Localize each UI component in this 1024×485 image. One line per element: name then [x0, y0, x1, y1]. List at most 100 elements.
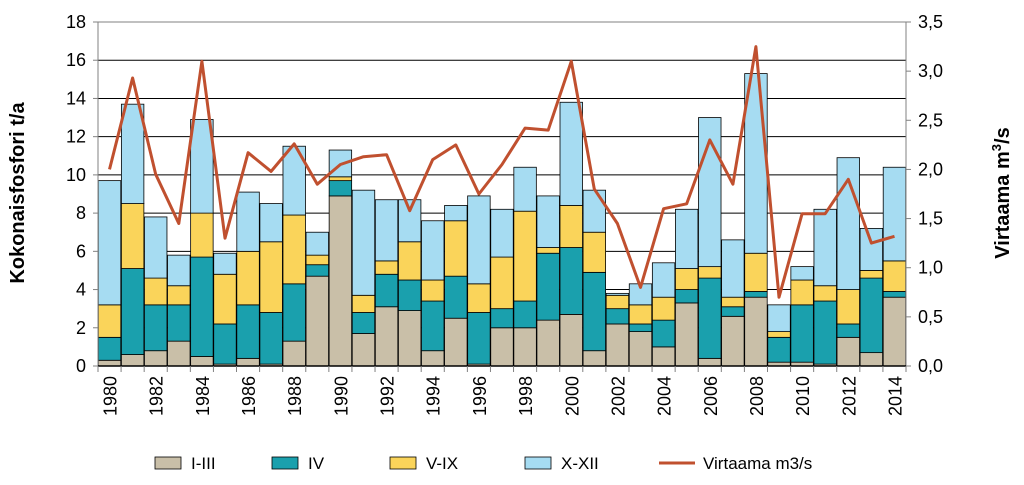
x-tick-label: 2006 [701, 376, 721, 416]
x-tick-label: 2004 [655, 376, 675, 416]
y-tick-label: 16 [66, 50, 86, 70]
bar-segment [744, 291, 768, 298]
bar-segment [167, 304, 191, 342]
bar-segment [698, 266, 722, 279]
flow-line [108, 45, 895, 299]
bar-segment [190, 212, 214, 258]
bar-segment [605, 292, 630, 296]
legend-swatch [524, 456, 552, 470]
bar-segment [559, 205, 583, 248]
y2-tick-label: 2,5 [918, 110, 943, 130]
bar-segment [675, 302, 699, 367]
y2-tick-label: 2,0 [918, 159, 943, 179]
y-tick-label: 10 [66, 165, 86, 185]
bar-segment [513, 327, 537, 367]
y-tick-label: 0 [76, 356, 86, 376]
bar-segment [628, 323, 653, 333]
bar-segment [236, 191, 260, 252]
x-tick-label: 2008 [747, 376, 767, 416]
x-tick-label: 1994 [424, 376, 444, 416]
bar-segment [882, 166, 907, 262]
bar-segment [167, 254, 191, 287]
bar-segment [859, 277, 884, 354]
y-axis-title: Kokonaisfosfori t/a [7, 102, 29, 284]
bar-segment [790, 266, 814, 281]
y2-tick-label: 3,5 [918, 12, 943, 32]
bar-segment [744, 296, 768, 367]
bar-segment [421, 279, 445, 302]
bar-segment [167, 285, 191, 306]
bar-segment [421, 220, 445, 281]
bar-segment [97, 336, 122, 361]
y2-tick-label: 0,5 [918, 307, 943, 327]
y-tick-label: 6 [76, 241, 86, 261]
legend-swatch [271, 456, 299, 470]
bar-segment [628, 331, 653, 367]
bar-segment [374, 306, 399, 367]
bar-segment [790, 279, 814, 306]
bar-segment [559, 101, 583, 206]
bar-segment [721, 315, 745, 367]
y-tick-label: 8 [76, 203, 86, 223]
bar-segment [513, 166, 537, 212]
bar-segment [282, 214, 306, 285]
bar-segment [490, 327, 514, 367]
bar-segment [836, 323, 860, 338]
bar-segment [698, 357, 722, 367]
bar-segment [398, 241, 422, 281]
bar-segment [651, 262, 676, 298]
bar-segment [882, 260, 907, 292]
bar-segment [536, 247, 560, 254]
bar-segment [628, 304, 653, 325]
right-y-axis: 0,0 0,5 1,0 1,5 2,0 2,5 3,0 3,5 [906, 12, 943, 376]
bar-segment [282, 340, 306, 367]
x-tick-label: 2014 [885, 376, 905, 416]
x-tick-label: 1992 [378, 376, 398, 416]
bar-segment [582, 189, 606, 233]
bar-segment [651, 296, 676, 321]
x-axis: 1980 1982 1984 1986 1988 1990 1992 1994 1996 1998… [97, 365, 907, 416]
bar-segment [144, 350, 168, 367]
bar-segment [328, 180, 353, 197]
x-tick-label: 2000 [562, 376, 582, 416]
y2-tick-label: 1,5 [918, 209, 943, 229]
x-tick-label: 1986 [239, 376, 259, 416]
bar-segment [444, 317, 468, 367]
bars [97, 73, 907, 367]
bar-segment [120, 354, 145, 367]
bar-segment [144, 304, 168, 352]
bar-segment [305, 231, 329, 256]
bar-segment [882, 296, 907, 367]
bar-segment [144, 216, 168, 279]
legend-swatch [154, 456, 182, 470]
y2-axis-title: Virtaama m3/s [989, 127, 1014, 258]
bar-segment [351, 294, 376, 313]
bar-segment [351, 333, 376, 367]
bar-segment [651, 319, 676, 348]
bar-segment [605, 294, 630, 310]
x-tick-label: 1984 [193, 376, 213, 416]
legend-label: X-XII [561, 454, 599, 473]
bar-segment [236, 304, 260, 359]
legend-label: V-IX [426, 454, 458, 473]
bar-segment [398, 279, 422, 311]
legend-label: I-III [191, 454, 216, 473]
bar-segment [490, 308, 514, 329]
y2-tick-label: 3,0 [918, 61, 943, 81]
bar-segment [282, 283, 306, 342]
bar-segment [236, 357, 260, 367]
x-tick-label: 1996 [470, 376, 490, 416]
bar-segment [259, 312, 283, 365]
bar-segment [767, 331, 791, 338]
bar-segment [813, 300, 837, 365]
bar-segment [675, 268, 699, 290]
bar-segment [767, 336, 791, 363]
x-tick-label: 1980 [101, 376, 121, 416]
bar-segment [836, 289, 860, 325]
y2-tick-label: 1,0 [918, 258, 943, 278]
bar-segment [328, 176, 353, 182]
bar-segment [167, 340, 191, 367]
bar-segment [559, 247, 583, 315]
y-tick-label: 2 [76, 318, 86, 338]
